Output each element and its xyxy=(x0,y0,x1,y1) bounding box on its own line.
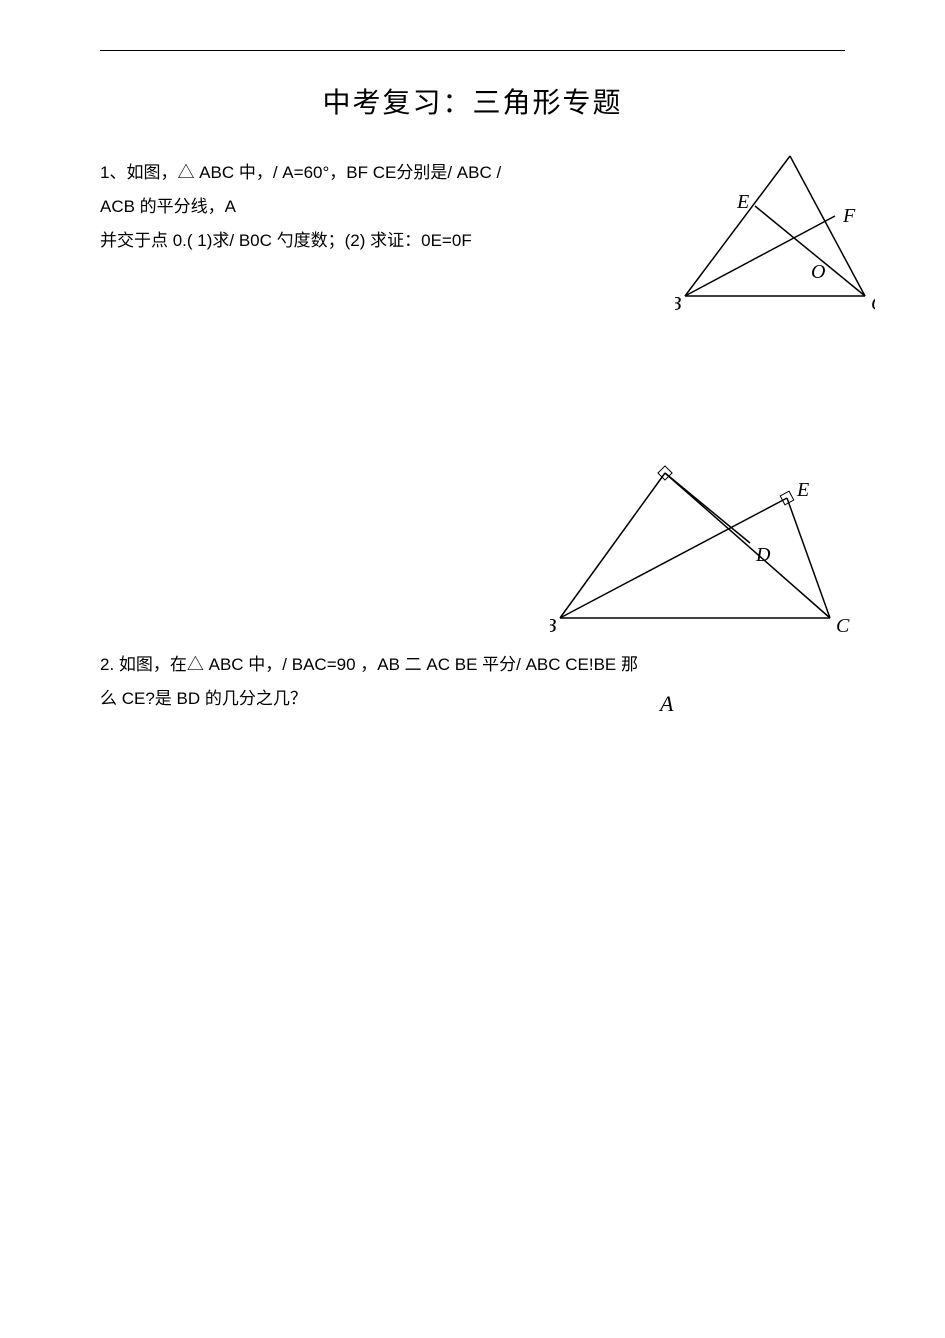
page-title: 中考复习：三角形专题 xyxy=(100,81,845,121)
svg-text:D: D xyxy=(755,544,771,566)
svg-text:O: O xyxy=(811,261,825,283)
problem-2: EDBC 2. 如图，在△ ABC 中，/ BAC=90 ，AB 二 AC BE… xyxy=(100,458,845,716)
problem-2-figure: EDBC xyxy=(550,458,845,638)
svg-text:C: C xyxy=(871,293,875,311)
svg-text:C: C xyxy=(836,615,850,633)
problem-2-line2: 么 CE?是 BD 的几分之几？ xyxy=(100,689,307,708)
problem-2-line1: 2. 如图，在△ ABC 中，/ BAC=90 ，AB 二 AC BE 平分/ … xyxy=(100,648,845,682)
problem-1-figure: E F O B C xyxy=(675,146,875,316)
svg-text:E: E xyxy=(736,191,749,213)
svg-text:E: E xyxy=(796,479,809,501)
problem-2-text: 2. 如图，在△ ABC 中，/ BAC=90 ，AB 二 AC BE 平分/ … xyxy=(100,648,845,716)
problem-1: 1、如图，△ ABC 中，/ A=60°，BF CE分别是/ ABC / ACB… xyxy=(100,156,845,258)
svg-text:F: F xyxy=(842,205,856,227)
trailing-label-A: A xyxy=(660,682,673,726)
svg-text:B: B xyxy=(550,615,556,633)
svg-text:B: B xyxy=(675,293,681,311)
horizontal-rule xyxy=(100,50,845,51)
